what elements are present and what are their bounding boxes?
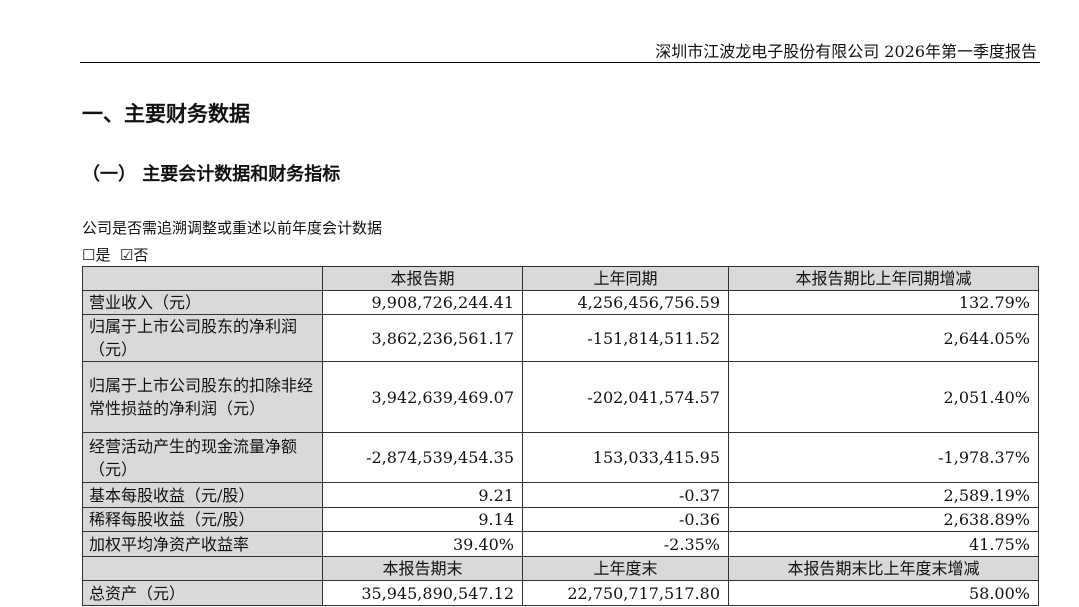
report-header: 深圳市江波龙电子股份有限公司 2026年第一季度报告 — [655, 42, 1037, 61]
column-header — [82, 266, 323, 291]
table-row: 营业收入（元） 9,908,726,244.41 4,256,456,756.59 1… — [82, 290, 1039, 315]
option-no: ☑否 — [120, 246, 149, 264]
column-header — [82, 556, 323, 581]
cell-value: 153,033,415.95 — [522, 432, 729, 483]
row-label: 归属于上市公司股东的净利润（元） — [82, 314, 323, 362]
financial-data-table: 本报告期 上年同期 本报告期比上年同期增减 营业收入（元） 9,908,726,244.… — [82, 266, 1039, 606]
cell-value: 3,942,639,469.07 — [322, 361, 523, 433]
cell-value: 2,051.40% — [728, 361, 1039, 433]
cell-value: 9.21 — [322, 482, 523, 508]
cell-value: 9.14 — [322, 507, 523, 532]
table-header-row: 本报告期 上年同期 本报告期比上年同期增减 — [82, 266, 1039, 291]
cell-value: 58.00% — [728, 580, 1039, 606]
cell-value: 132.79% — [728, 290, 1039, 315]
row-label: 总资产（元） — [82, 580, 323, 606]
row-label: 归属于上市公司股东的扣除非经常性损益的净利润（元） — [82, 361, 323, 433]
cell-value: -202,041,574.57 — [522, 361, 729, 433]
cell-value: 2,589.19% — [728, 482, 1039, 508]
column-header: 本报告期末比上年度末增减 — [728, 556, 1039, 581]
cell-value: 9,908,726,244.41 — [322, 290, 523, 315]
column-header: 本报告期末 — [322, 556, 523, 581]
cell-value: 22,750,717,517.80 — [522, 580, 729, 606]
cell-value: 39.40% — [322, 531, 523, 557]
cell-value: 4,256,456,756.59 — [522, 290, 729, 315]
cell-value: -1,978.37% — [728, 432, 1039, 483]
cell-value: 2,638.89% — [728, 507, 1039, 532]
section-title: 一、主要财务数据 — [82, 101, 250, 126]
table-row: 经营活动产生的现金流量净额（元） -2,874,539,454.35 153,033… — [82, 432, 1039, 483]
restatement-question: 公司是否需追溯调整或重述以前年度会计数据 — [82, 219, 383, 237]
cell-value: -151,814,511.52 — [522, 314, 729, 362]
row-label: 营业收入（元） — [82, 290, 323, 315]
row-label: 基本每股收益（元/股） — [82, 482, 323, 508]
option-yes: ☐是 — [82, 246, 111, 264]
column-header: 本报告期 — [322, 266, 523, 291]
column-header: 上年度末 — [522, 556, 729, 581]
table-row: 稀释每股收益（元/股） 9.14 -0.36 2,638.89% — [82, 507, 1039, 532]
cell-value: 2,644.05% — [728, 314, 1039, 362]
cell-value: -2,874,539,454.35 — [322, 432, 523, 483]
column-header: 本报告期比上年同期增减 — [728, 266, 1039, 291]
table-row: 归属于上市公司股东的扣除非经常性损益的净利润（元） 3,942,639,469.0… — [82, 361, 1039, 433]
table-row: 基本每股收益（元/股） 9.21 -0.37 2,589.19% — [82, 482, 1039, 508]
header-divider — [80, 62, 1040, 63]
cell-value: 35,945,890,547.12 — [322, 580, 523, 606]
table-header-row: 本报告期末 上年度末 本报告期末比上年度末增减 — [82, 556, 1039, 581]
restatement-options: ☐是 ☑否 — [82, 244, 148, 265]
cell-value: -0.36 — [522, 507, 729, 532]
cell-value: 3,862,236,561.17 — [322, 314, 523, 362]
row-label: 稀释每股收益（元/股） — [82, 507, 323, 532]
table-row: 加权平均净资产收益率 39.40% -2.35% 41.75% — [82, 531, 1039, 557]
row-label: 经营活动产生的现金流量净额（元） — [82, 432, 323, 483]
cell-value: -2.35% — [522, 531, 729, 557]
cell-value: 41.75% — [728, 531, 1039, 557]
column-header: 上年同期 — [522, 266, 729, 291]
subsection-title: （一） 主要会计数据和财务指标 — [82, 164, 341, 185]
cell-value: -0.37 — [522, 482, 729, 508]
row-label: 加权平均净资产收益率 — [82, 531, 323, 557]
table-row: 总资产（元） 35,945,890,547.12 22,750,717,517.80… — [82, 580, 1039, 606]
table-row: 归属于上市公司股东的净利润（元） 3,862,236,561.17 -151,814… — [82, 314, 1039, 362]
